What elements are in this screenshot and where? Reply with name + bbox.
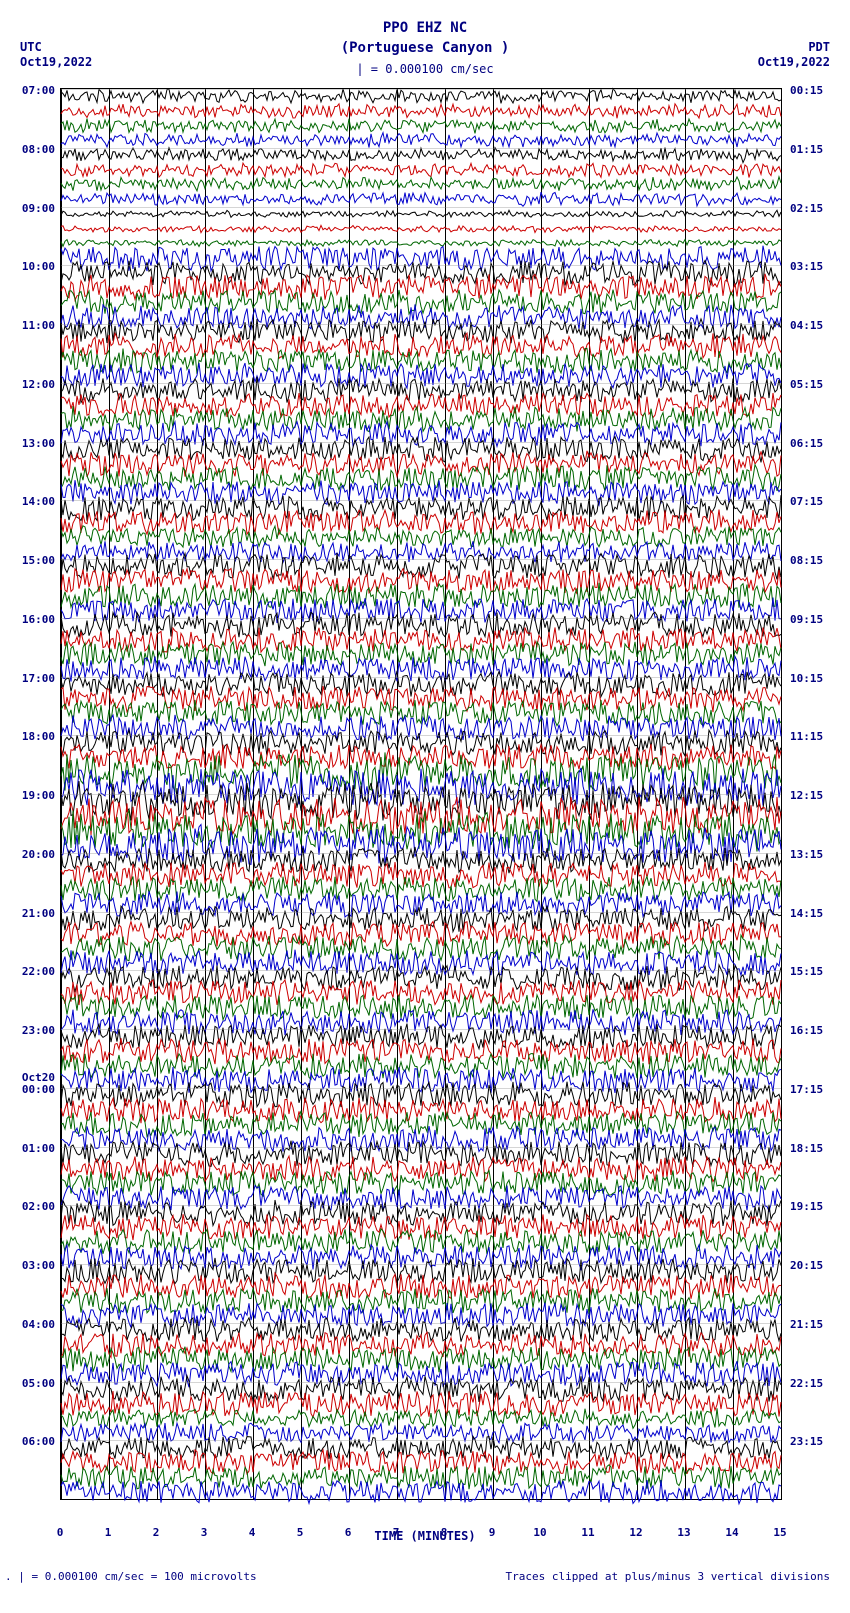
right-hour-label: 10:15 [790,672,823,685]
right-hour-label: 21:15 [790,1318,823,1331]
left-hour-label: 09:00 [5,202,55,215]
left-hour-label: 14:00 [5,495,55,508]
left-hour-label: 22:00 [5,965,55,978]
left-hour-label: 01:00 [5,1142,55,1155]
left-hour-label: 03:00 [5,1259,55,1272]
left-hour-label: 00:00 [5,1083,55,1096]
right-hour-label: 16:15 [790,1024,823,1037]
footer-left: . | = 0.000100 cm/sec = 100 microvolts [5,1570,257,1583]
x-axis-title: TIME (MINUTES) [0,1529,850,1543]
tz-right: PDT [808,40,830,54]
left-hour-label: 19:00 [5,789,55,802]
helicorder-chart: PPO EHZ NC (Portuguese Canyon ) | = 0.00… [0,0,850,1613]
right-hour-label: 12:15 [790,789,823,802]
right-hour-label: 20:15 [790,1259,823,1272]
left-hour-label: 12:00 [5,378,55,391]
left-hour-label: 20:00 [5,848,55,861]
right-hour-label: 00:15 [790,84,823,97]
date-right: Oct19,2022 [758,55,830,69]
right-hour-label: 14:15 [790,907,823,920]
right-hour-label: 17:15 [790,1083,823,1096]
right-hour-label: 07:15 [790,495,823,508]
right-hour-label: 05:15 [790,378,823,391]
left-hour-label: 02:00 [5,1200,55,1213]
trace-row [61,1470,781,1514]
left-hour-label: 21:00 [5,907,55,920]
right-hour-label: 06:15 [790,437,823,450]
left-hour-label: 18:00 [5,730,55,743]
right-hour-label: 11:15 [790,730,823,743]
left-hour-label: 08:00 [5,143,55,156]
left-hour-label: 13:00 [5,437,55,450]
left-hour-label: 23:00 [5,1024,55,1037]
left-hour-label: 10:00 [5,260,55,273]
right-hour-label: 01:15 [790,143,823,156]
right-hour-label: 04:15 [790,319,823,332]
station-name: (Portuguese Canyon ) [0,40,850,56]
right-hour-label: 03:15 [790,260,823,273]
right-hour-label: 08:15 [790,554,823,567]
right-hour-label: 09:15 [790,613,823,626]
left-hour-label: 06:00 [5,1435,55,1448]
station-title: PPO EHZ NC [0,20,850,36]
right-hour-label: 02:15 [790,202,823,215]
right-hour-label: 19:15 [790,1200,823,1213]
right-hour-label: 13:15 [790,848,823,861]
date-left: Oct19,2022 [20,55,92,69]
left-hour-label: 15:00 [5,554,55,567]
left-hour-label: 16:00 [5,613,55,626]
footer-right: Traces clipped at plus/minus 3 vertical … [505,1570,830,1583]
right-hour-label: 18:15 [790,1142,823,1155]
plot-area [60,88,782,1500]
left-hour-label: 04:00 [5,1318,55,1331]
left-hour-label: 07:00 [5,84,55,97]
left-hour-label: 17:00 [5,672,55,685]
tz-left: UTC [20,40,42,54]
left-hour-label: 11:00 [5,319,55,332]
right-hour-label: 22:15 [790,1377,823,1390]
right-hour-label: 23:15 [790,1435,823,1448]
left-hour-label: 05:00 [5,1377,55,1390]
right-hour-label: 15:15 [790,965,823,978]
